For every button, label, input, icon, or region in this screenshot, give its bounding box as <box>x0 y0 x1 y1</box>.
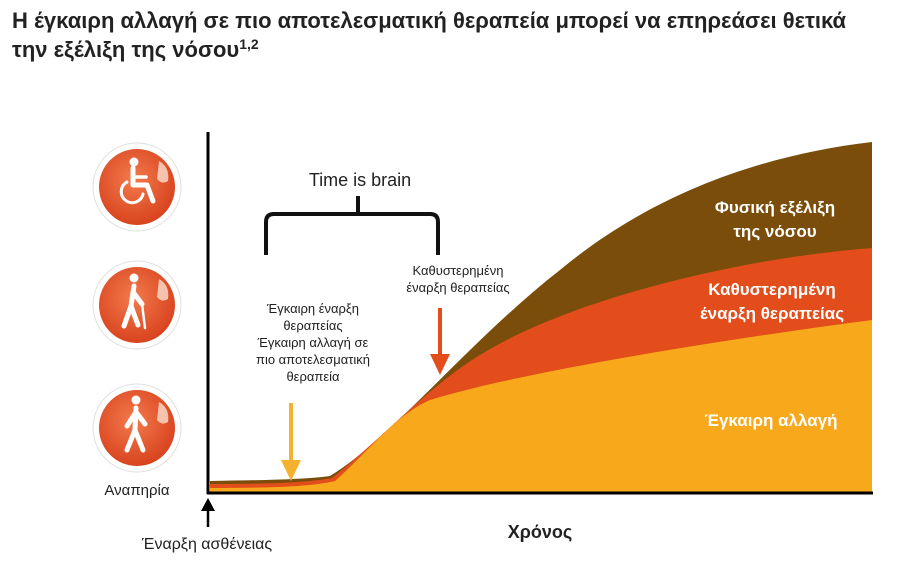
x-axis-label: Χρόνος <box>507 522 573 542</box>
natural-course-label-line1: Φυσική εξέλιξη <box>714 198 836 217</box>
title-reference: 1,2 <box>239 36 259 52</box>
early-treatment-arrow <box>281 403 301 481</box>
walking-person-icon <box>124 395 148 453</box>
early-label-line2: θεραπείας <box>283 318 343 333</box>
delayed-treatment-arrow <box>430 308 450 375</box>
early-label-line5: θεραπεία <box>286 369 340 384</box>
delayed-start-arrow-label-line1: Καθυστερημένη <box>412 263 504 278</box>
early-label-line4: πιο αποτελεσματική <box>255 352 371 367</box>
walking-person-icon-circle <box>92 383 182 473</box>
timely-switch-area <box>210 320 872 494</box>
time-is-brain-label: Time is brain <box>308 170 412 190</box>
delayed-band-label: Καθυστερημένη έναρξη θεραπείας <box>672 278 872 326</box>
time-bracket <box>264 196 440 255</box>
natural-course-label: Φυσική εξέλιξη της νόσου <box>690 196 860 244</box>
wheelchair-icon-circle <box>92 142 182 232</box>
onset-arrow <box>201 498 215 527</box>
cane-walker-icon <box>121 273 147 330</box>
delayed-band-label-line2: έναρξη θεραπείας <box>699 304 845 323</box>
early-label-line3: Έγκαιρη αλλαγή σε <box>257 335 369 350</box>
delayed-start-arrow-label: Καθυστερημένη έναρξη θεραπείας <box>378 262 538 296</box>
y-axis-label: Αναπηρία <box>104 482 170 499</box>
delayed-band-label-line1: Καθυστερημένη <box>708 280 836 299</box>
delayed-start-arrow-label-line2: έναρξη θεραπείας <box>406 280 510 295</box>
early-label-line1: Έγκαιρη έναρξη <box>267 301 359 316</box>
page-title: Η έγκαιρη αλλαγή σε πιο αποτελεσματική θ… <box>12 6 882 64</box>
title-text: Η έγκαιρη αλλαγή σε πιο αποτελεσματική θ… <box>12 8 847 62</box>
wheelchair-icon <box>119 157 156 205</box>
disease-onset-label: Έναρξη ασθένειας <box>141 536 273 553</box>
timely-switch-label: Έγκαιρη αλλαγή <box>704 411 838 430</box>
natural-course-label-line2: της νόσου <box>733 222 817 241</box>
early-treatment-label: Έγκαιρη έναρξη θεραπείας Έγκαιρη αλλαγή … <box>228 300 398 385</box>
cane-walker-icon-circle <box>92 260 182 350</box>
